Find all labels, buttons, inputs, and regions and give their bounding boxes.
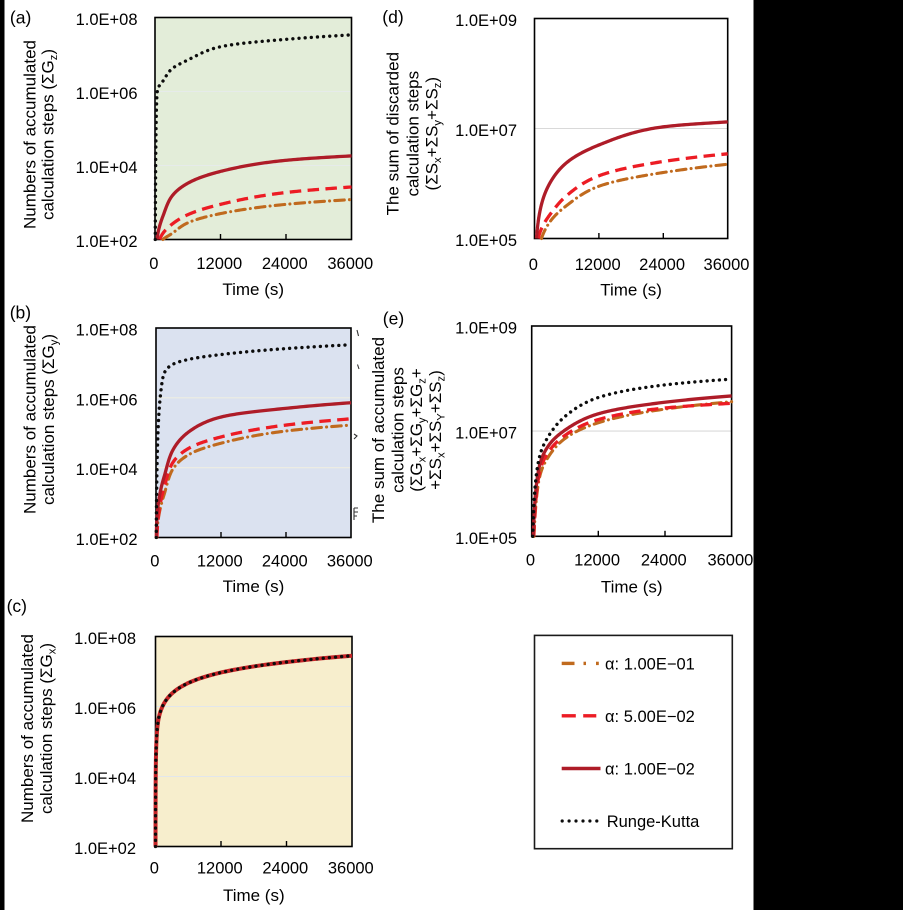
svg-text:calculation steps (ΣGz​): calculation steps (ΣGz​) — [39, 49, 61, 220]
svg-text:12000: 12000 — [574, 552, 620, 570]
svg-text:36000: 36000 — [327, 553, 373, 571]
svg-text:1.0E+08: 1.0E+08 — [76, 322, 138, 340]
svg-text:1.0E+04: 1.0E+04 — [76, 461, 138, 479]
svg-text:1.0E+06: 1.0E+06 — [74, 700, 136, 718]
svg-text:1.0E+06: 1.0E+06 — [76, 391, 138, 409]
svg-text:1.0E+02: 1.0E+02 — [74, 840, 136, 858]
svg-text:Time (s): Time (s) — [222, 280, 284, 299]
svg-text:24000: 24000 — [262, 860, 308, 878]
svg-text:12000: 12000 — [197, 860, 243, 878]
svg-text:24000: 24000 — [639, 256, 685, 274]
svg-text:0: 0 — [149, 255, 158, 273]
svg-text:1.0E+05: 1.0E+05 — [455, 530, 517, 548]
svg-text:1.0E+09: 1.0E+09 — [455, 320, 517, 338]
svg-text:Time (s): Time (s) — [600, 281, 662, 300]
svg-text:α: 1.00E−02: α: 1.00E−02 — [605, 761, 695, 779]
svg-text:(c): (c) — [7, 596, 27, 616]
svg-text:1.0E+07: 1.0E+07 — [455, 425, 517, 443]
svg-text:36000: 36000 — [327, 255, 373, 273]
svg-text:(ΣGx​+ΣGy​+ΣGz​+: (ΣGx​+ΣGy​+ΣGz​+ — [407, 368, 429, 492]
svg-text:36000: 36000 — [704, 256, 750, 274]
svg-text:calculation steps: calculation steps — [389, 367, 408, 493]
svg-text:Numbers of accumulated: Numbers of accumulated — [18, 634, 37, 823]
svg-text:Time (s): Time (s) — [223, 886, 285, 905]
svg-text:The sum of discarded: The sum of discarded — [383, 52, 402, 215]
svg-text:0: 0 — [150, 860, 159, 878]
svg-text:1.0E+02: 1.0E+02 — [76, 233, 138, 251]
svg-text:The sum of accumulated: The sum of accumulated — [369, 337, 388, 523]
svg-text:α: 1.00E−01: α: 1.00E−01 — [605, 656, 695, 674]
svg-text:36000: 36000 — [328, 860, 374, 878]
svg-text:1.0E+04: 1.0E+04 — [76, 159, 138, 177]
svg-text:1.0E+08: 1.0E+08 — [74, 630, 136, 648]
svg-text:(a): (a) — [10, 7, 31, 27]
svg-text:Numbers of accumulated: Numbers of accumulated — [20, 40, 39, 229]
svg-text:Time (s): Time (s) — [601, 578, 663, 597]
svg-text:calculation steps: calculation steps — [404, 71, 423, 197]
svg-text:24000: 24000 — [262, 553, 308, 571]
svg-text:1.0E+02: 1.0E+02 — [76, 531, 138, 549]
svg-text:α: 5.00E−02: α: 5.00E−02 — [605, 708, 695, 726]
svg-text:12000: 12000 — [197, 553, 243, 571]
svg-text:1.0E+08: 1.0E+08 — [76, 11, 138, 29]
svg-text:(ΣSx​+ΣSy​+ΣSz​): (ΣSx​+ΣSy​+ΣSz​) — [423, 77, 445, 191]
svg-text:1.0E+04: 1.0E+04 — [74, 770, 136, 788]
svg-text:(e): (e) — [383, 309, 404, 329]
svg-text:(b): (b) — [10, 302, 31, 322]
svg-text:36000: 36000 — [707, 552, 753, 570]
svg-text:12000: 12000 — [575, 256, 621, 274]
svg-text:0: 0 — [150, 553, 159, 571]
svg-text:24000: 24000 — [262, 255, 308, 273]
svg-text:calculation steps (ΣGx​): calculation steps (ΣGx​) — [37, 643, 59, 814]
svg-text:24000: 24000 — [641, 552, 687, 570]
svg-text:calculation steps (ΣGy​): calculation steps (ΣGy​) — [39, 334, 61, 505]
svg-text:Numbers of accumulated: Numbers of accumulated — [20, 325, 39, 514]
svg-text:(d): (d) — [382, 7, 403, 27]
svg-text:Runge-Kutta: Runge-Kutta — [607, 813, 700, 831]
svg-text:1.0E+05: 1.0E+05 — [455, 232, 517, 250]
svg-text:Time (s): Time (s) — [223, 577, 285, 596]
svg-text:0: 0 — [526, 552, 535, 570]
svg-text:1.0E+09: 1.0E+09 — [455, 12, 517, 30]
svg-text:12000: 12000 — [196, 255, 242, 273]
svg-text:1.0E+07: 1.0E+07 — [455, 122, 517, 140]
svg-text:+ΣSx​+ΣSY​+ΣSz​): +ΣSx​+ΣSY​+ΣSz​) — [426, 370, 448, 490]
svg-text:1.0E+06: 1.0E+06 — [76, 85, 138, 103]
svg-text:0: 0 — [529, 256, 538, 274]
